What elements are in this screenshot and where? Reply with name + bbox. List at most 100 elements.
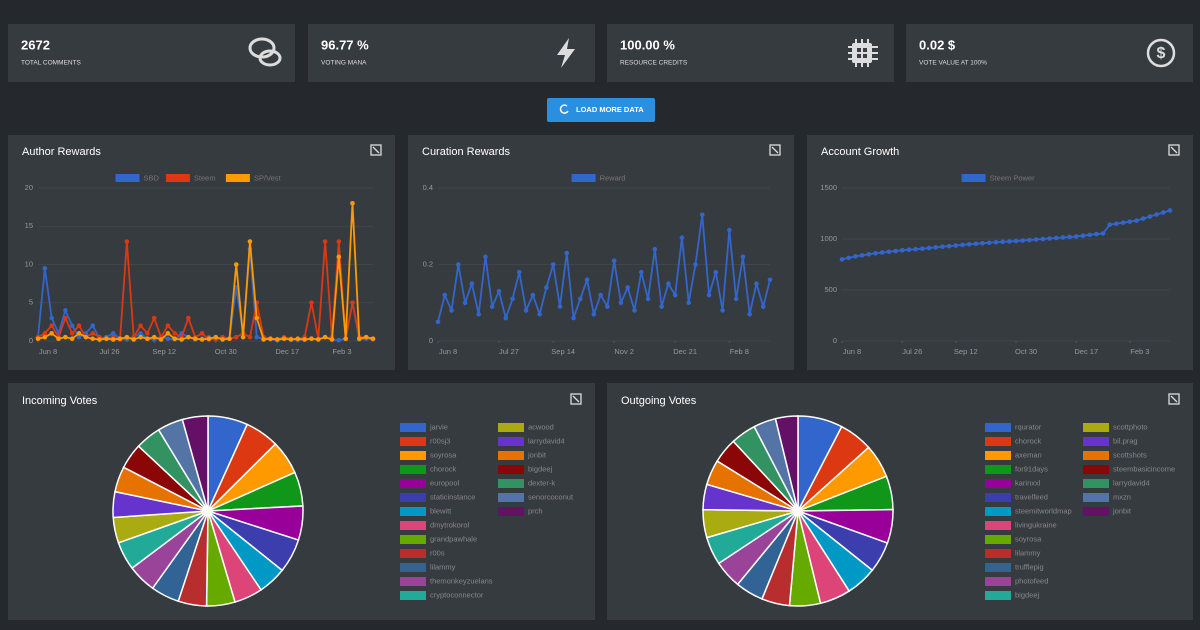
data-point bbox=[42, 331, 48, 336]
x-tick-label: Sep 12 bbox=[152, 347, 176, 356]
data-point bbox=[859, 253, 865, 258]
data-point bbox=[449, 308, 454, 313]
data-point bbox=[295, 336, 301, 342]
chart-title: Outgoing Votes bbox=[621, 395, 697, 407]
data-point bbox=[638, 269, 644, 275]
legend-label: blewitt bbox=[430, 506, 452, 515]
data-point bbox=[254, 334, 260, 340]
data-point bbox=[42, 266, 48, 271]
data-point bbox=[316, 337, 321, 342]
data-point bbox=[767, 277, 773, 283]
data-point bbox=[227, 336, 232, 342]
legend-label: Steem bbox=[194, 173, 216, 182]
chart-panel bbox=[807, 135, 1193, 370]
data-point bbox=[1013, 238, 1019, 244]
expand-icon bbox=[370, 144, 382, 156]
data-point bbox=[179, 337, 184, 342]
y-tick-label: 500 bbox=[824, 285, 837, 294]
data-point bbox=[199, 331, 205, 336]
stat-card bbox=[906, 24, 1193, 82]
legend-label: travelfeed bbox=[1015, 492, 1048, 501]
data-point bbox=[1007, 239, 1012, 244]
data-point bbox=[76, 331, 82, 336]
legend-label: soyrosa bbox=[1015, 534, 1042, 543]
data-point bbox=[886, 249, 892, 255]
legend-label: bigdeej bbox=[1015, 590, 1040, 599]
stat-label: RESOURCE CREDITS bbox=[620, 60, 688, 67]
data-point bbox=[1134, 218, 1139, 223]
data-point bbox=[288, 337, 294, 342]
legend-swatch bbox=[1083, 493, 1109, 502]
data-point bbox=[1067, 234, 1072, 240]
legend-swatch bbox=[498, 465, 524, 474]
legend-label: scottphoto bbox=[1113, 422, 1148, 431]
legend-label: staticinstance bbox=[430, 492, 475, 501]
data-point bbox=[165, 323, 171, 329]
data-point bbox=[90, 336, 95, 342]
data-point bbox=[145, 331, 150, 336]
legend-swatch bbox=[985, 549, 1011, 558]
legend-label: rqurator bbox=[1015, 422, 1042, 431]
stat-value: 2672 bbox=[21, 37, 50, 52]
chart-panel bbox=[8, 135, 395, 370]
data-point bbox=[483, 254, 488, 260]
legend-swatch bbox=[961, 174, 986, 182]
data-point bbox=[973, 241, 979, 247]
legend-swatch bbox=[571, 174, 596, 182]
legend-swatch bbox=[1083, 423, 1109, 432]
data-point bbox=[503, 315, 509, 321]
data-point bbox=[496, 288, 502, 294]
data-point bbox=[899, 247, 905, 253]
legend-swatch bbox=[400, 507, 426, 516]
data-point bbox=[1060, 235, 1066, 240]
data-point bbox=[598, 292, 603, 298]
legend-swatch bbox=[985, 535, 1011, 544]
expand-icon bbox=[769, 144, 781, 156]
data-point bbox=[35, 336, 41, 342]
legend-label: themonkeyzuelans bbox=[430, 576, 493, 585]
data-point bbox=[469, 281, 475, 286]
legend-swatch bbox=[400, 591, 426, 600]
legend-swatch bbox=[400, 577, 426, 586]
data-point bbox=[727, 227, 732, 233]
legend-swatch bbox=[400, 549, 426, 558]
legend-label: karinxxl bbox=[1015, 478, 1041, 487]
legend-label: SBD bbox=[144, 173, 160, 182]
data-point bbox=[986, 240, 992, 246]
legend-swatch bbox=[115, 174, 140, 182]
x-tick-label: Jul 27 bbox=[499, 347, 519, 356]
data-point bbox=[1073, 234, 1079, 239]
y-tick-label: 1000 bbox=[820, 234, 837, 243]
legend-label: jonbit bbox=[527, 450, 547, 459]
legend-label: photofeed bbox=[1015, 576, 1048, 585]
stat-value: 96.77 % bbox=[321, 37, 369, 52]
data-point bbox=[1080, 233, 1086, 239]
chart-title: Incoming Votes bbox=[22, 395, 98, 407]
x-tick-label: Oct 30 bbox=[215, 347, 237, 356]
data-point bbox=[618, 300, 624, 306]
load-more-button[interactable]: LOAD MORE DATA bbox=[547, 98, 655, 122]
legend-label: axeman bbox=[1015, 450, 1042, 459]
data-point bbox=[254, 315, 260, 321]
data-point bbox=[866, 252, 872, 257]
legend-label: soyrosa bbox=[430, 450, 457, 459]
data-point bbox=[206, 336, 212, 342]
data-point bbox=[557, 304, 563, 309]
legend-label: chorock bbox=[1015, 436, 1042, 445]
chart-title: Account Growth bbox=[821, 146, 899, 158]
expand-icon bbox=[570, 393, 582, 405]
data-point bbox=[530, 292, 536, 298]
data-point bbox=[591, 311, 597, 317]
data-point bbox=[853, 254, 858, 259]
svg-text:$: $ bbox=[1157, 45, 1166, 62]
y-tick-label: 0 bbox=[29, 336, 33, 345]
data-point bbox=[920, 246, 925, 251]
data-point bbox=[893, 248, 898, 254]
data-point bbox=[274, 337, 280, 342]
data-point bbox=[1020, 238, 1026, 243]
data-point bbox=[309, 336, 314, 342]
legend-label: SP/Vest bbox=[254, 173, 282, 182]
legend-label: cryptoconnector bbox=[430, 590, 484, 599]
data-point bbox=[550, 262, 556, 267]
data-point bbox=[247, 239, 253, 244]
